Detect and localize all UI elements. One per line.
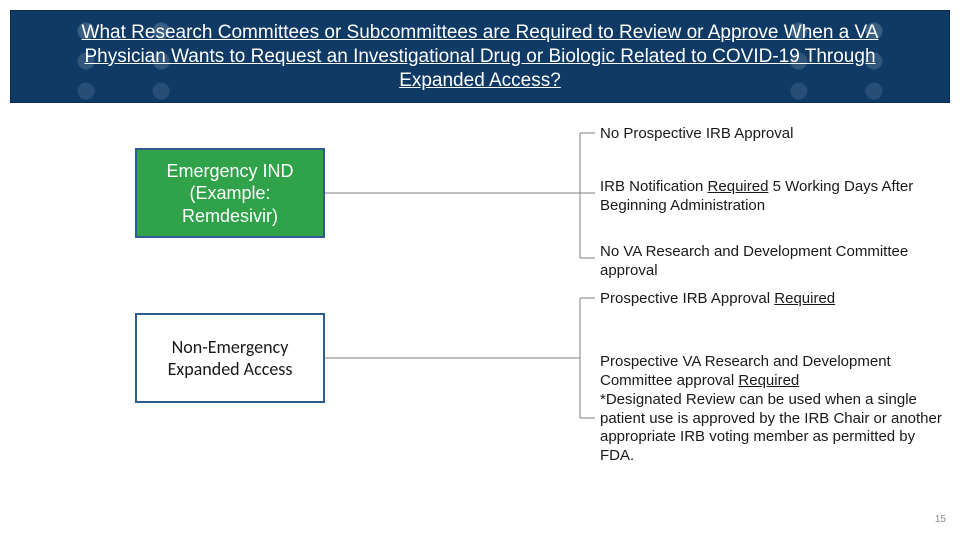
page-title: What Research Committees or Subcommittee… <box>41 21 919 92</box>
source-label: Emergency IND (Example: Remdesivir) <box>143 160 317 228</box>
leaf-n1: Prospective IRB Approval Required <box>600 290 950 309</box>
page-number: 15 <box>935 514 946 525</box>
underlined-word: Required <box>738 372 799 389</box>
underlined-word: Required <box>708 178 769 195</box>
leaf-e2: IRB Notification Required 5 Working Days… <box>600 178 950 216</box>
diagram-canvas: Emergency IND (Example: Remdesivir) No Pr… <box>0 103 960 533</box>
title-banner: What Research Committees or Subcommittee… <box>10 10 950 103</box>
source-box-emergency: Emergency IND (Example: Remdesivir) <box>135 148 325 238</box>
leaf-n2: Prospective VA Research and Development … <box>600 353 950 466</box>
underlined-word: Required <box>774 290 835 307</box>
leaf-e1: No Prospective IRB Approval <box>600 125 950 144</box>
leaf-e3: No VA Research and Development Committee… <box>600 243 950 281</box>
source-box-nonemergency: Non-Emergency Expanded Access <box>135 313 325 403</box>
source-label: Non-Emergency Expanded Access <box>143 336 317 381</box>
